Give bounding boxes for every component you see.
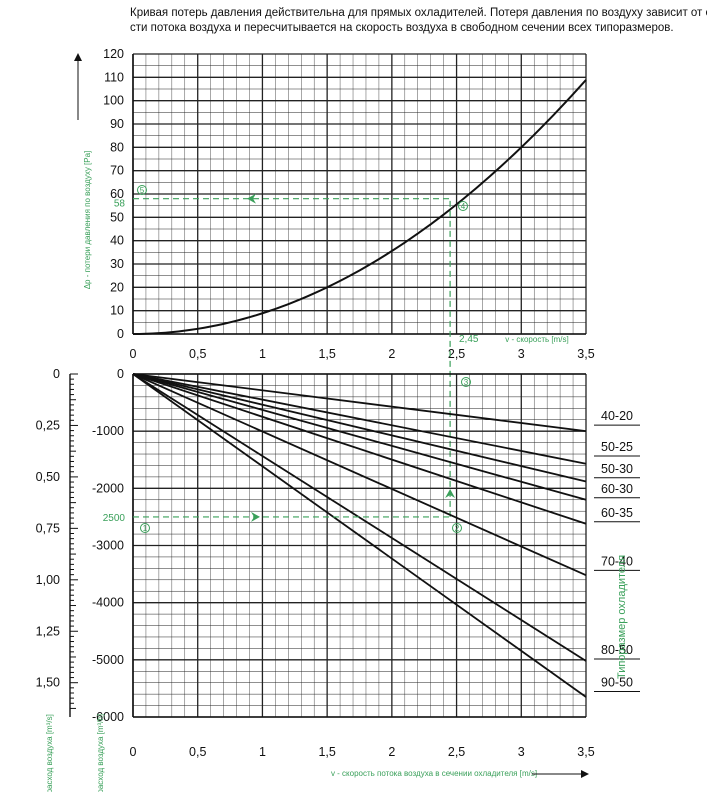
guide-arrow-right xyxy=(251,511,260,522)
annotation-2500: 2500 xyxy=(103,513,126,524)
annotation-2-45: 2,45 xyxy=(459,334,479,345)
flow-line-60-35 xyxy=(132,373,587,525)
top-y-tick-label: 30 xyxy=(110,257,124,271)
chart-caption: Кривая потерь давления действительна для… xyxy=(130,6,707,36)
flow-line-80-50 xyxy=(132,373,587,662)
top-y-tick-label: 90 xyxy=(110,117,124,131)
top-y-tick-label: 40 xyxy=(110,234,124,248)
top-x-tick-label: 2,5 xyxy=(448,347,465,361)
size-label-50-30: 50-30 xyxy=(601,462,633,476)
top-x-tick-label: 3 xyxy=(518,347,525,361)
top-y-tick-label: 60 xyxy=(110,187,124,201)
bottom-y-tick-label: -2000 xyxy=(92,481,124,495)
flow-line-50-25 xyxy=(132,373,587,465)
top-x-axis-title: v - скорость [m/s] xyxy=(505,335,568,344)
flow-m3s-tick-label: 0,50 xyxy=(36,470,60,484)
size-label-70-40: 70-40 xyxy=(601,554,633,568)
svg-text:2: 2 xyxy=(455,524,460,533)
flow-line-70-40 xyxy=(132,373,587,577)
bottom-y-tick-label: -6000 xyxy=(92,710,124,724)
bottom-y-tick-label: -1000 xyxy=(92,424,124,438)
svg-text:5: 5 xyxy=(140,186,145,195)
bottom-y-tick-label: -3000 xyxy=(92,539,124,553)
svg-text:1: 1 xyxy=(143,524,148,533)
top-y-tick-label: 10 xyxy=(110,304,124,318)
flow-line-40-20 xyxy=(132,373,587,433)
bottom-x-tick-label: 1 xyxy=(259,745,266,759)
bottom-x-tick-label: 3 xyxy=(518,745,525,759)
top-y-tick-label: 70 xyxy=(110,164,124,178)
marker-1: 1 xyxy=(140,523,150,533)
bottom-x-tick-label: 3,5 xyxy=(577,745,594,759)
cooler-size-labels: 40-20 50-25 50-30 60-30 60-35 70-40 80-50 90-50 xyxy=(594,409,640,693)
bottom-x-tick-label: 0,5 xyxy=(189,745,206,759)
top-x-tick-label: 3,5 xyxy=(577,347,594,361)
bottom-y-tick-label: 0 xyxy=(117,367,124,381)
guide-arrow-left xyxy=(247,193,256,204)
top-y-tick-label: 80 xyxy=(110,140,124,154)
flow-m3s-tick-label: 1,50 xyxy=(36,676,60,690)
top-x-tick-label: 2 xyxy=(388,347,395,361)
annotation-58: 58 xyxy=(114,199,126,210)
size-label-60-35: 60-35 xyxy=(601,506,633,520)
bottom-x-tick-label: 0 xyxy=(130,745,137,759)
guide-arrow-up xyxy=(445,489,456,498)
top-chart-series xyxy=(132,79,587,335)
pressure-curve xyxy=(132,79,587,335)
svg-text:3: 3 xyxy=(464,378,469,387)
size-label-90-50: 90-50 xyxy=(601,676,633,690)
flow-m3s-tick-label: 0,75 xyxy=(36,521,60,535)
size-label-80-50: 80-50 xyxy=(601,643,633,657)
size-label-50-25: 50-25 xyxy=(601,440,633,454)
top-chart-ticks: 0 10 20 30 40 50 60 70 80 90 100 110 120 0 0,5 1 1,5 2 2,5… xyxy=(103,47,595,361)
top-x-tick-label: 1,5 xyxy=(318,347,335,361)
top-chart-grid xyxy=(132,53,587,335)
flow-line-90-50 xyxy=(132,373,587,698)
marker-3: 3 xyxy=(461,377,471,387)
bottom-chart-annotations: 2500 1 2 3 xyxy=(103,377,471,533)
flow-m3s-tick-label: 0,25 xyxy=(36,418,60,432)
caption-line-1: Кривая потерь давления действительна для… xyxy=(130,7,707,19)
caption-line-2: сти потока воздуха и пересчитывается на … xyxy=(130,22,674,34)
size-label-60-30: 60-30 xyxy=(601,482,633,496)
top-y-tick-label: 0 xyxy=(117,327,124,341)
top-y-tick-label: 20 xyxy=(110,280,124,294)
svg-text:4: 4 xyxy=(461,202,466,211)
marker-2: 2 xyxy=(452,523,462,533)
top-x-tick-label: 0,5 xyxy=(189,347,206,361)
bottom-y-tick-label: -5000 xyxy=(92,653,124,667)
marker-4: 4 xyxy=(458,201,468,211)
bottom-x-tick-label: 2 xyxy=(388,745,395,759)
flow-line-50-30 xyxy=(132,373,587,483)
flow-m3s-tick-label: 1,25 xyxy=(36,624,60,638)
size-label-40-20: 40-20 xyxy=(601,409,633,423)
top-y-tick-label: 120 xyxy=(103,47,124,61)
top-y-tick-label: 100 xyxy=(103,94,124,108)
bottom-chart-ticks: 0-1000-2000-3000-4000-5000-600000,250,50… xyxy=(36,367,595,759)
top-x-tick-label: 1 xyxy=(259,347,266,361)
bottom-chart-grid xyxy=(69,373,587,718)
bottom-chart-series xyxy=(132,373,587,698)
middle-y-axis-title: V - расход воздуха [m³/h] xyxy=(96,714,105,792)
top-x-tick-label: 0 xyxy=(130,347,137,361)
top-chart-annotations: 58 5 4 2,45 xyxy=(114,185,479,517)
marker-5: 5 xyxy=(137,185,147,195)
left-y-axis-title: V - расход воздуха [m³/s] xyxy=(45,714,54,792)
top-y-tick-label: 110 xyxy=(104,70,124,84)
size-group-label: Типоразмер охладителя xyxy=(616,555,628,679)
flow-m3s-tick-label: 0 xyxy=(53,367,60,381)
top-y-axis-title: Δp - потери давления по воздуху [Pa] xyxy=(83,151,92,290)
bottom-x-tick-label: 1,5 xyxy=(318,745,335,759)
top-y-tick-label: 50 xyxy=(110,210,124,224)
flow-m3s-tick-label: 1,00 xyxy=(36,573,60,587)
flow-line-60-30 xyxy=(132,373,587,501)
bottom-x-axis-title: v - скорость потока воздуха в сечении ох… xyxy=(331,769,537,778)
bottom-y-tick-label: -4000 xyxy=(92,596,124,610)
bottom-x-tick-label: 2,5 xyxy=(448,745,465,759)
